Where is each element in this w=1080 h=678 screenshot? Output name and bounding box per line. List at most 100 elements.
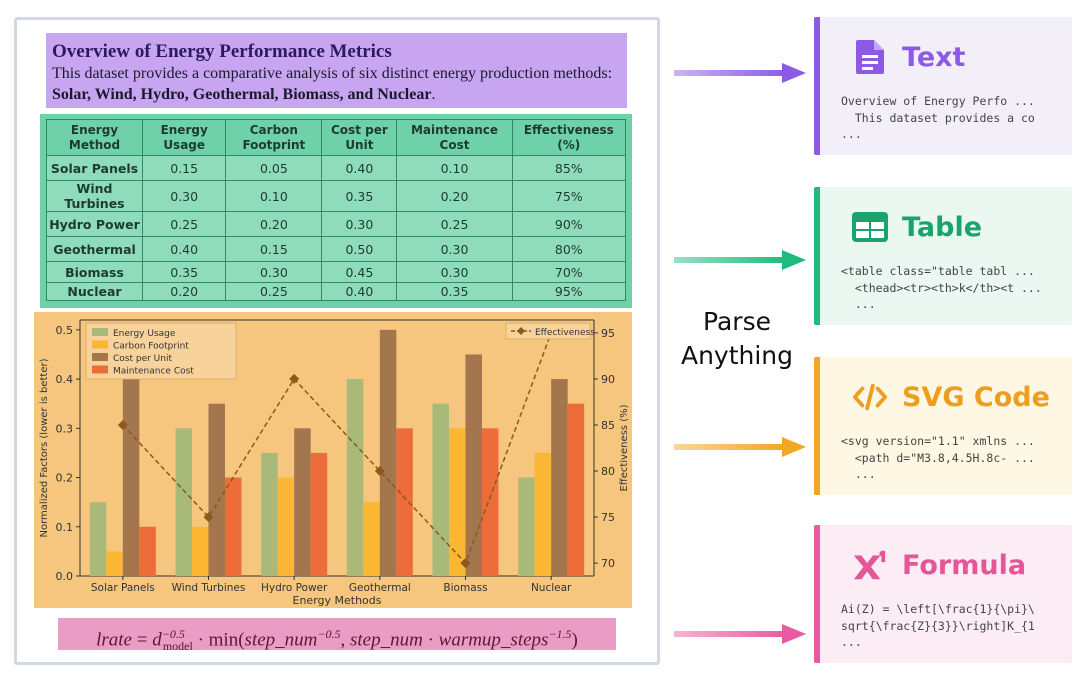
table-row: Biomass 0.35 0.30 0.45 0.30 70% (46, 261, 627, 283)
x-tick-label: Solar Panels (91, 582, 155, 594)
table-cell: 0.35 (396, 282, 513, 301)
formula-dot: · (422, 629, 439, 651)
table-cell: 90% (511, 211, 627, 237)
y-tick-label: 0.1 (56, 521, 74, 534)
table-header: Cost per Unit (321, 119, 398, 156)
paragraph-end: . (431, 86, 436, 103)
formula-region: lrate = d−0.5model · min(step_num−0.5, s… (58, 618, 616, 654)
y2-axis-label: Effectiveness (%) (619, 404, 630, 491)
effectiveness-point (460, 558, 471, 569)
bar (346, 379, 364, 576)
table-cell: 0.30 (396, 236, 513, 262)
table-cell: Solar Panels (46, 155, 143, 181)
table-cell: 0.30 (141, 180, 227, 212)
parse-anything-label: Parse Anything (672, 305, 802, 373)
svg-output-card: SVG Code <svg version="1.1" xmlns ... <p… (814, 357, 1072, 495)
bar (208, 403, 225, 576)
legend2-box (505, 322, 591, 340)
bar (465, 354, 482, 576)
legend-label: Maintenance Cost (113, 367, 194, 377)
card-title: Formula (902, 549, 1027, 581)
table-header: Carbon Footprint (225, 119, 323, 156)
arrow-to-svg (674, 437, 806, 457)
table-header: Maintenance Cost (396, 119, 513, 156)
table-cell: 85% (511, 155, 627, 181)
x-tick-label: Geothermal (349, 582, 411, 594)
bar (534, 452, 552, 576)
table-cell: 0.15 (141, 155, 227, 181)
bar (192, 526, 209, 576)
document-title: Overview of Energy Performance Metrics (52, 41, 392, 62)
table-cell: 0.25 (225, 282, 323, 301)
bar (122, 379, 140, 576)
table-cell: 0.45 (321, 261, 398, 283)
document-icon (852, 39, 888, 75)
table-row: Geothermal 0.40 0.15 0.50 0.30 80% (46, 236, 627, 262)
table-cell: 0.10 (396, 155, 513, 181)
table-cell: 0.40 (141, 236, 227, 262)
legend-swatch (92, 328, 108, 336)
formula-comma: , (340, 629, 350, 651)
legend-label: Cost per Unit (113, 354, 172, 364)
table-cell: 95% (511, 282, 627, 301)
y2-tick-label: 95 (601, 327, 615, 340)
formula-min: min (208, 629, 239, 651)
table-header: Effectiveness (%) (511, 119, 627, 156)
table-cell: 0.25 (396, 211, 513, 237)
bar (518, 477, 535, 576)
card-title: SVG Code (902, 381, 1050, 413)
card-title: Text (902, 41, 966, 73)
energy-table: Energy Method Energy Usage Carbon Footpr… (46, 119, 627, 301)
table-cell: 70% (511, 261, 627, 283)
table-cell: 0.30 (225, 261, 323, 283)
formula-paren: ) (571, 629, 578, 651)
bar (261, 452, 278, 576)
table-cell: 0.35 (141, 261, 227, 283)
table-row: Hydro Power 0.25 0.20 0.30 0.25 90% (46, 211, 627, 237)
table-icon (852, 209, 888, 245)
table-output-card: Table <table class="table tabl ... <thea… (814, 187, 1072, 325)
y2-tick-label: 90 (601, 373, 615, 386)
y-tick-label: 0.3 (56, 422, 74, 435)
table-cell: 0.40 (321, 282, 398, 301)
bar (139, 526, 156, 576)
y2-tick-label: 75 (601, 511, 615, 524)
bar (106, 551, 123, 576)
bar (175, 428, 192, 576)
table-cell: Nuclear (46, 282, 143, 301)
table-cell: 0.05 (225, 155, 323, 181)
card-title: Table (902, 211, 983, 243)
formula-d-sub: model (162, 639, 193, 654)
superscript-x-icon (852, 547, 888, 583)
bar (567, 403, 585, 576)
arrow-to-text (674, 63, 806, 83)
table-cell: 0.30 (396, 261, 513, 283)
text-output-card: Text Overview of Energy Perfo ... This d… (814, 17, 1072, 155)
bar (89, 502, 107, 576)
code-icon (852, 379, 888, 415)
paragraph-text: This dataset provides a comparative anal… (52, 65, 613, 82)
formula-warmup: warmup_steps (438, 629, 549, 651)
y-tick-label: 0.5 (56, 324, 74, 337)
formula-step: step_num (349, 629, 423, 651)
card-code-snippet: <svg version="1.1" xmlns ... <path d="M3… (841, 434, 1035, 481)
parse-label-line: Anything (680, 341, 794, 370)
table-cell: Hydro Power (46, 211, 143, 237)
bar (432, 403, 449, 576)
bar (449, 428, 466, 576)
legend-label: Carbon Footprint (113, 342, 189, 352)
y-tick-label: 0.4 (56, 373, 74, 386)
table-row: Wind Turbines 0.30 0.10 0.35 0.20 75% (46, 180, 627, 212)
table-row: Nuclear 0.20 0.25 0.40 0.35 95% (46, 282, 627, 301)
y-tick-label: 0.2 (56, 472, 74, 485)
arrow-to-formula (674, 624, 806, 644)
bar (277, 477, 295, 576)
table-cell: 0.25 (141, 211, 227, 237)
card-code-snippet: <table class="table tabl ... <thead><tr>… (841, 264, 1042, 311)
formula-eq: = (132, 629, 153, 651)
table-cell: 0.40 (321, 155, 398, 181)
bar (310, 452, 328, 576)
table-cell: 0.20 (141, 282, 227, 301)
y2-tick-label: 85 (601, 419, 615, 432)
formula-step-exp: −0.5 (317, 627, 341, 641)
